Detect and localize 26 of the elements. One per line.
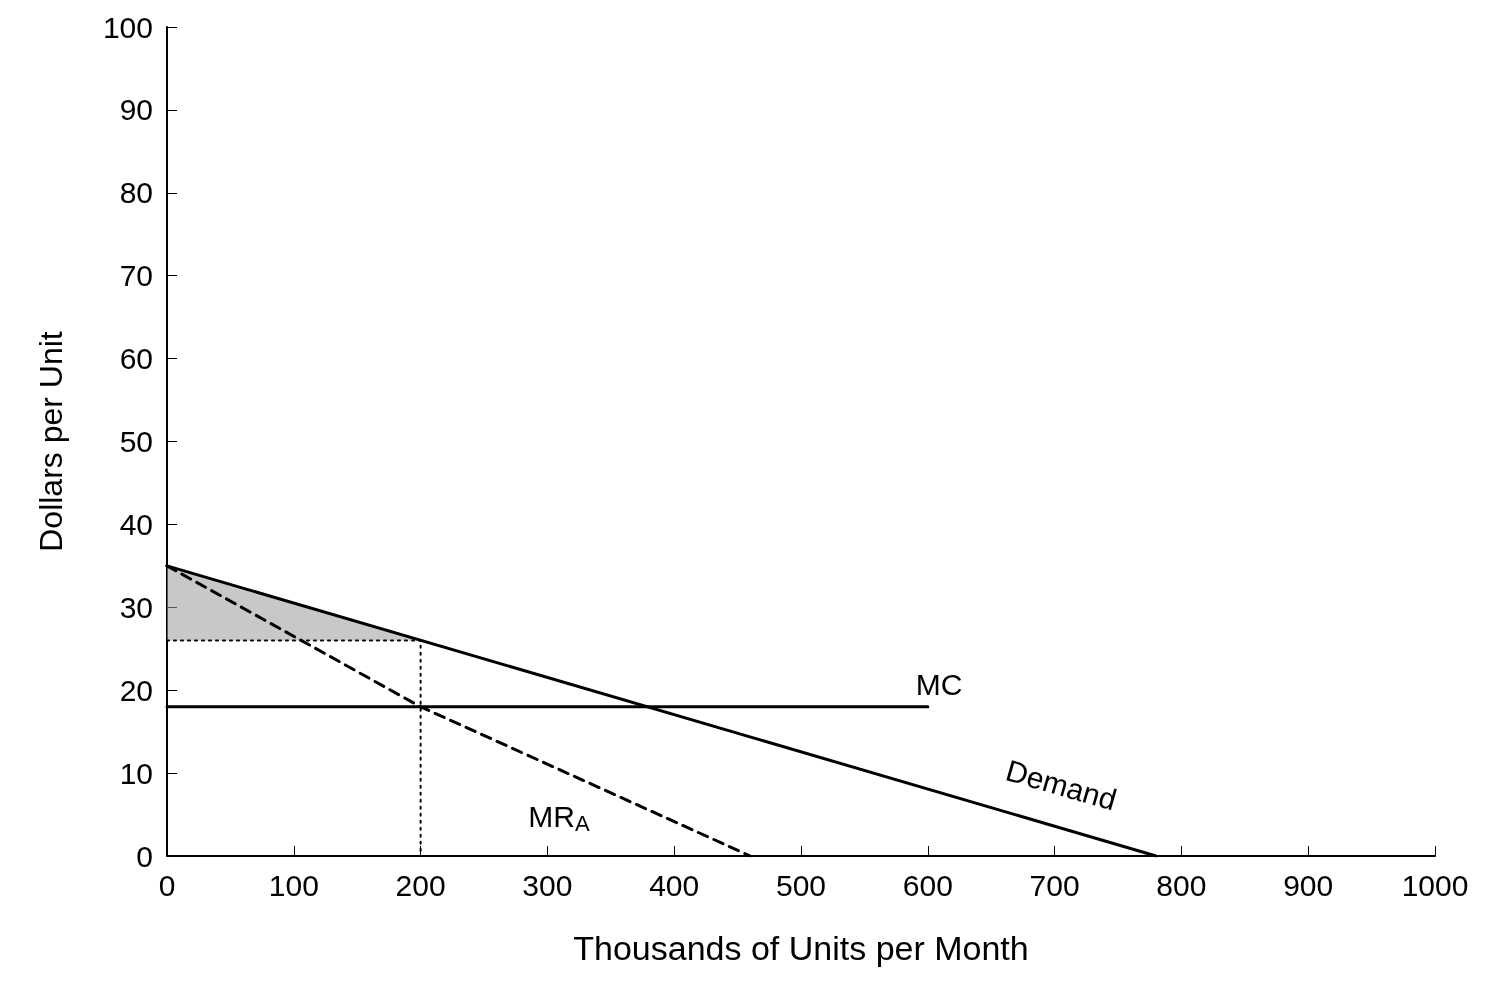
x-tick-label: 300 xyxy=(522,868,573,902)
x-tick-label: 1000 xyxy=(1401,868,1469,902)
y-tick-label: 40 xyxy=(119,507,153,541)
x-tick-label: 200 xyxy=(395,868,446,902)
x-tick-label: 800 xyxy=(1156,868,1207,902)
y-tick-label: 90 xyxy=(119,93,153,127)
x-tick-label: 500 xyxy=(775,868,827,902)
x-tick-label: 700 xyxy=(1029,868,1080,902)
y-tick-label: 20 xyxy=(119,673,153,707)
y-tick-label: 0 xyxy=(136,839,153,873)
x-tick-label: 400 xyxy=(649,868,700,902)
series-label: MC xyxy=(915,668,963,702)
y-tick-label: 60 xyxy=(119,342,153,376)
x-axis-title: Thousands of Units per Month xyxy=(573,929,1029,967)
y-tick-label: 50 xyxy=(119,425,153,458)
y-tick-label: 80 xyxy=(119,176,153,210)
x-tick-label: 100 xyxy=(268,868,319,902)
text: Demand xyxy=(1002,753,1121,817)
y-axis-title: Dollars per Unit xyxy=(33,331,69,552)
x-tick-label: 600 xyxy=(902,868,953,902)
y-tick-label: 70 xyxy=(119,259,153,293)
y-tick-label: 30 xyxy=(119,590,153,624)
x-tick-label: 900 xyxy=(1283,868,1334,902)
x-tick-label: 0 xyxy=(158,868,176,902)
y-tick-label: 100 xyxy=(102,10,153,44)
y-tick-label: 10 xyxy=(119,756,153,790)
